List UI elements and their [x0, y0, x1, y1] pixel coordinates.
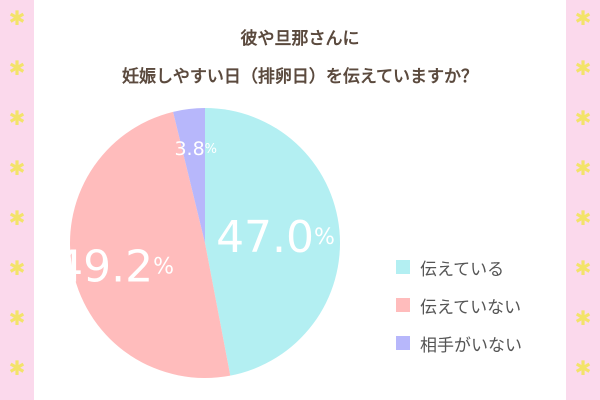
data-label-not-told: 49.2% [55, 241, 174, 292]
asterisk-star-icon: ✱ [574, 6, 592, 30]
right-decorative-strip: ✱ ✱ ✱ ✱ ✱ ✱ ✱ ✱ [566, 0, 600, 400]
legend-label-no-partner: 相手がいない [420, 335, 522, 356]
asterisk-star-icon: ✱ [574, 56, 592, 80]
legend-item-told: 伝えている [396, 248, 522, 286]
asterisk-star-icon: ✱ [574, 356, 592, 380]
legend-item-not-told: 伝えていない [396, 286, 522, 324]
legend-swatch-not-told [396, 298, 410, 312]
legend-label-told: 伝えている [420, 259, 505, 280]
data-label-told: 47.0% [216, 211, 335, 262]
legend-swatch-told [396, 260, 410, 274]
asterisk-star-icon: ✱ [8, 356, 26, 380]
asterisk-star-icon: ✱ [574, 156, 592, 180]
asterisk-star-icon: ✱ [8, 156, 26, 180]
asterisk-star-icon: ✱ [574, 306, 592, 330]
asterisk-star-icon: ✱ [574, 206, 592, 230]
asterisk-star-icon: ✱ [8, 6, 26, 30]
legend: 伝えている 伝えていない 相手がいない [396, 248, 522, 362]
chart-title-line-1: 彼や旦那さんに [240, 29, 360, 49]
asterisk-star-icon: ✱ [8, 56, 26, 80]
asterisk-star-icon: ✱ [8, 306, 26, 330]
chart-title-line-2: 妊娠しやすい日（排卵日）を伝えていますか？ [122, 67, 478, 87]
asterisk-star-icon: ✱ [574, 256, 592, 280]
legend-swatch-no-partner [396, 336, 410, 350]
pie-slice-no-partner [173, 108, 205, 243]
asterisk-star-icon: ✱ [8, 256, 26, 280]
asterisk-star-icon: ✱ [8, 206, 26, 230]
pie-slice-told [205, 108, 340, 376]
asterisk-star-icon: ✱ [574, 106, 592, 130]
legend-label-not-told: 伝えていない [420, 297, 522, 318]
pie-slice-not-told [70, 111, 231, 378]
data-label-no-partner: 3.8% [174, 138, 217, 160]
left-decorative-strip: ✱ ✱ ✱ ✱ ✱ ✱ ✱ ✱ [0, 0, 34, 400]
asterisk-star-icon: ✱ [8, 106, 26, 130]
legend-item-no-partner: 相手がいない [396, 324, 522, 362]
